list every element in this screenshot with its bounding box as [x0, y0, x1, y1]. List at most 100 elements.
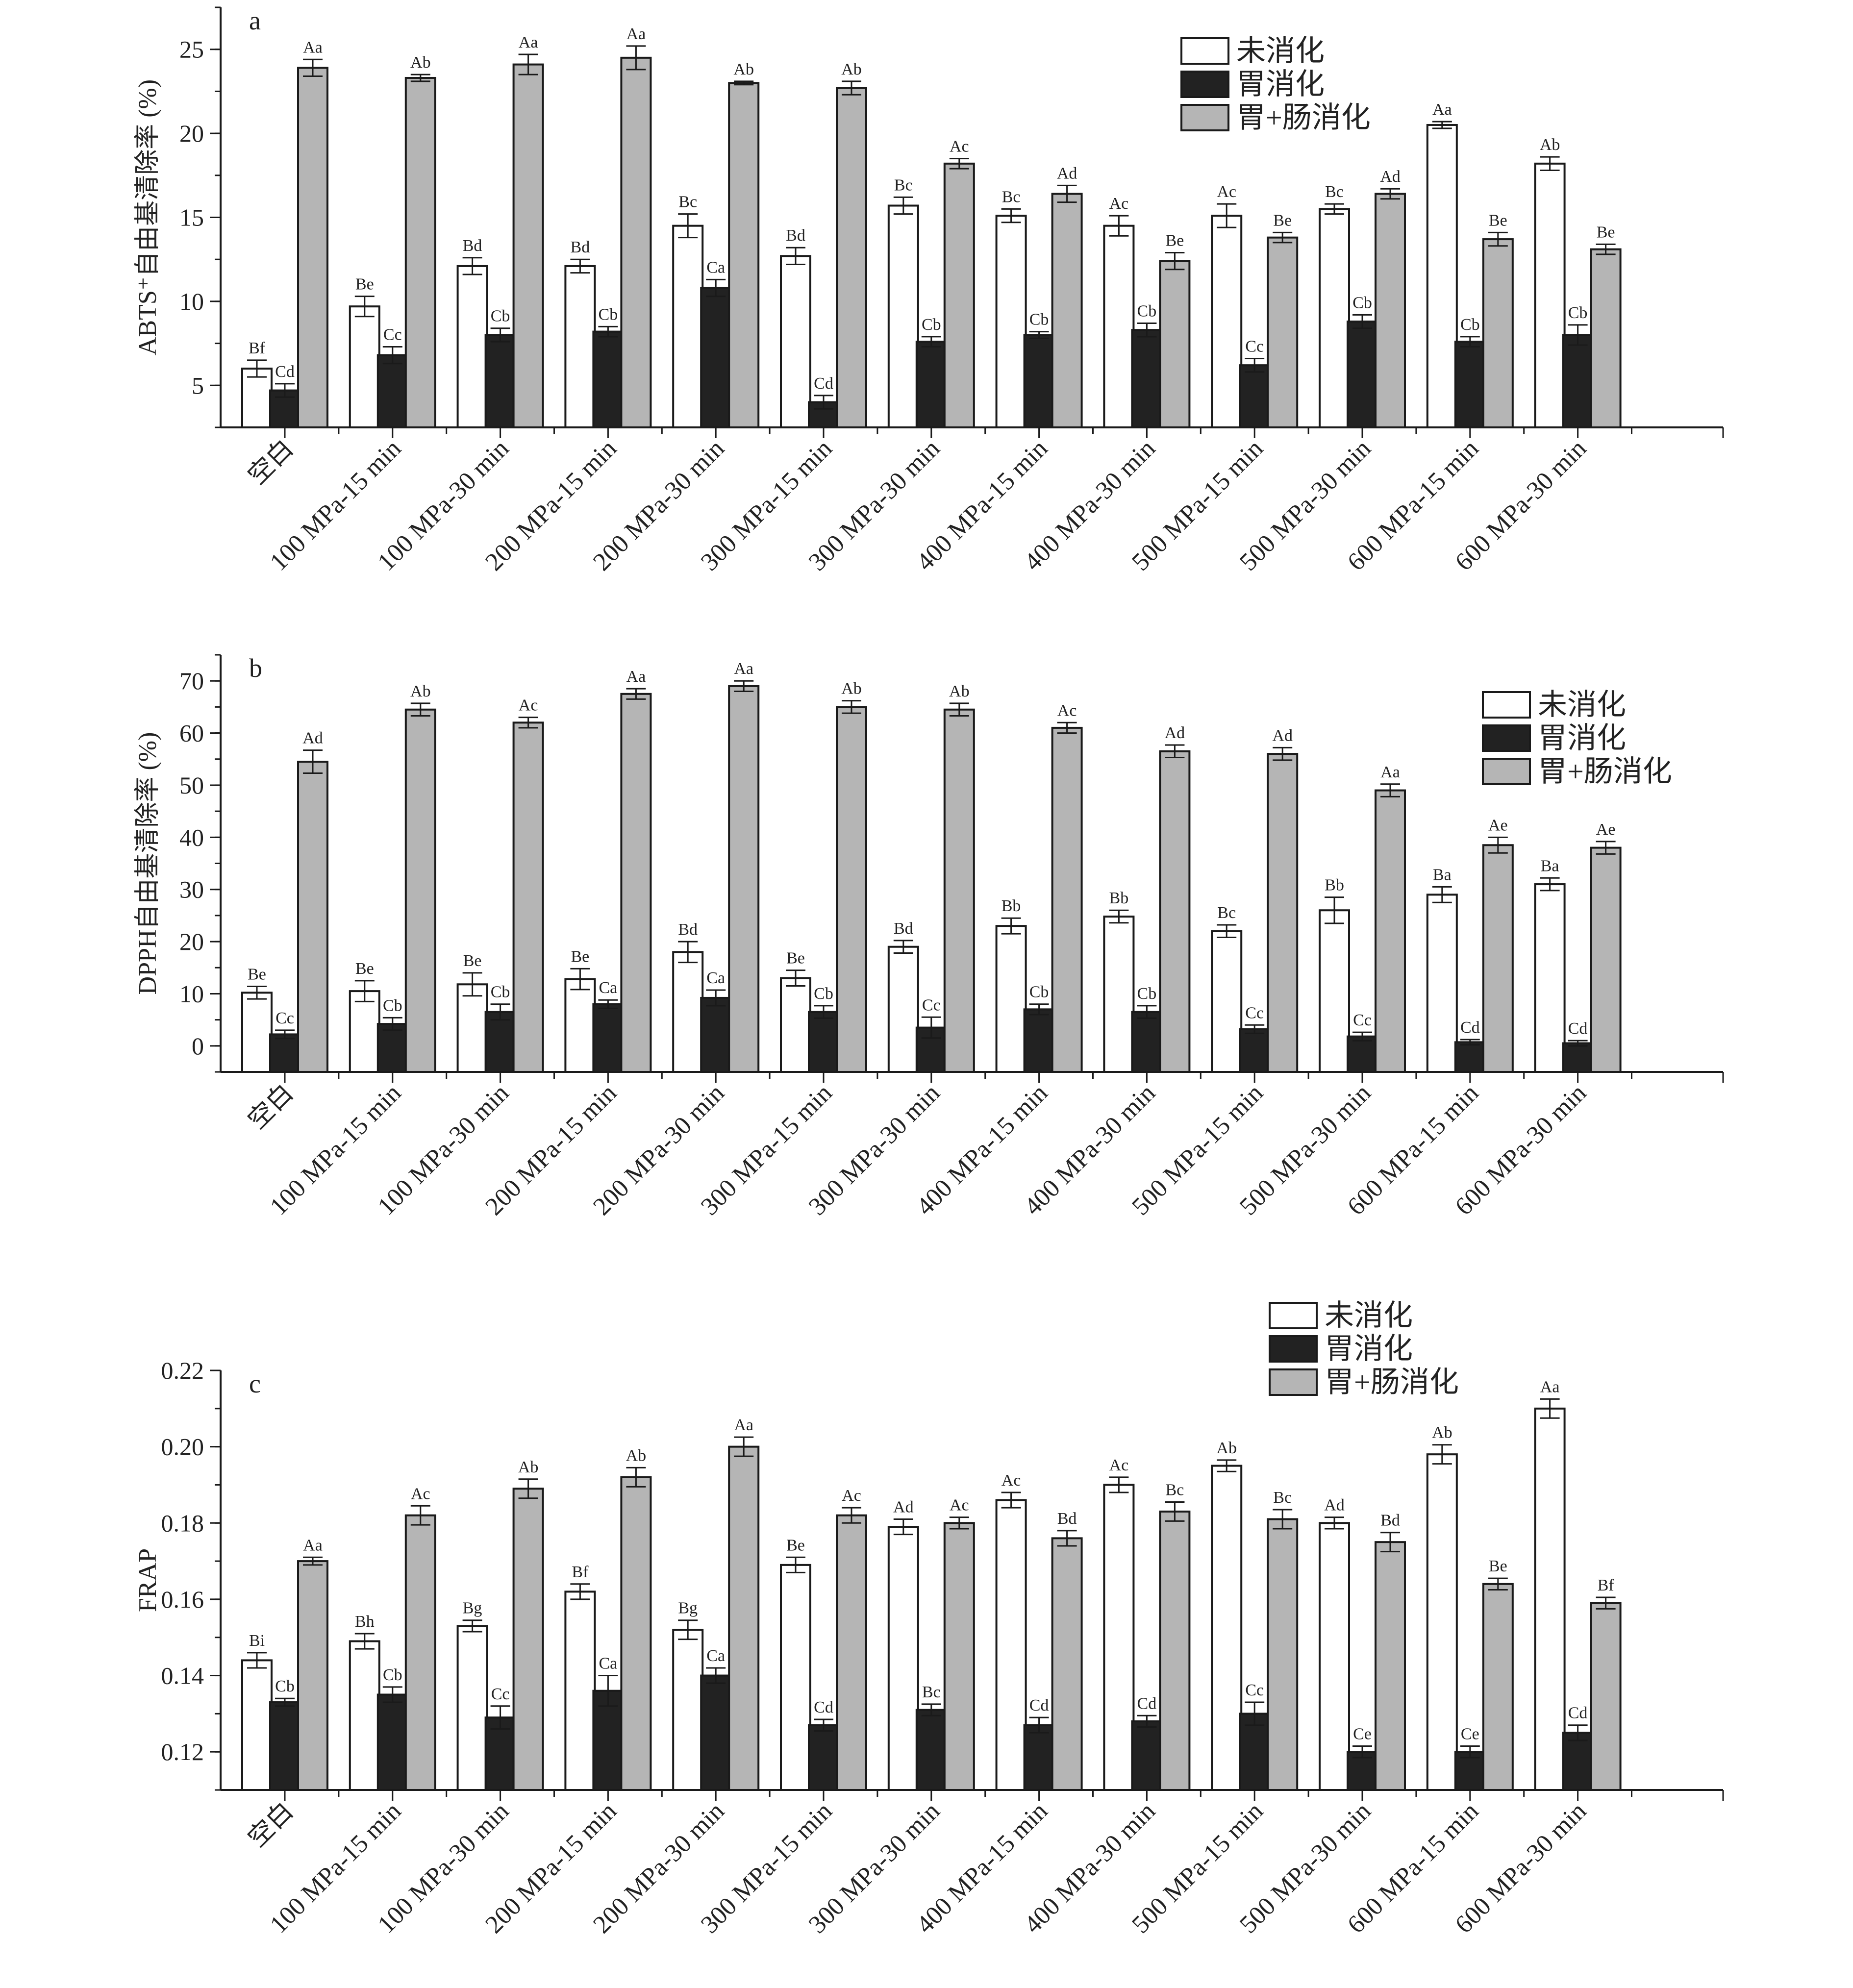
significance-label: Aa	[303, 1536, 323, 1554]
bar-3	[512, 721, 544, 1073]
bar-3	[943, 162, 975, 428]
y-tick-label: 60	[179, 720, 204, 747]
significance-label: Ab	[626, 1446, 647, 1465]
bar-3	[620, 693, 652, 1073]
significance-label: Aa	[626, 25, 646, 43]
bar-3	[1159, 1510, 1191, 1791]
significance-label: Ab	[733, 60, 754, 78]
significance-label: Cc	[922, 996, 941, 1014]
legend-swatch	[1180, 37, 1229, 65]
bar-1	[672, 224, 704, 428]
y-tick-label: 0	[192, 1032, 204, 1060]
significance-label: Ab	[1432, 1424, 1452, 1442]
bar-1	[1426, 894, 1458, 1073]
bar-3	[512, 63, 544, 428]
y-tick-label: 20	[179, 928, 204, 955]
y-tick-label: 0.16	[161, 1586, 204, 1613]
bar-1	[564, 978, 596, 1073]
legend-label: 胃+肠消化	[1538, 755, 1672, 788]
bar-1	[349, 305, 380, 429]
bar-1	[1534, 1407, 1566, 1791]
significance-label: Be	[571, 947, 590, 966]
significance-label: Ac	[1217, 183, 1236, 201]
significance-label: Cb	[1029, 311, 1049, 329]
significance-label: Cc	[1245, 1004, 1264, 1022]
significance-label: Ad	[302, 729, 323, 747]
y-tick-label: 50	[179, 771, 204, 799]
significance-label: Cd	[814, 1698, 833, 1716]
significance-label: Cb	[491, 983, 510, 1001]
legend-label: 胃消化	[1538, 722, 1626, 754]
y-tick-label: 25	[179, 36, 204, 63]
significance-label: Ac	[950, 1496, 969, 1515]
significance-label: Ab	[841, 680, 862, 698]
bar-3	[1159, 750, 1191, 1073]
significance-label: Bb	[1325, 876, 1344, 895]
bar-3	[1267, 1518, 1299, 1791]
significance-label: Bd	[678, 920, 698, 939]
bar-3	[728, 685, 760, 1073]
significance-label: Bd	[1380, 1512, 1400, 1530]
bar-1	[1319, 909, 1350, 1073]
significance-label: Ad	[1324, 1496, 1345, 1515]
significance-label: Ce	[1353, 1725, 1372, 1743]
significance-label: Cd	[814, 374, 833, 393]
y-tick-label: 20	[179, 120, 204, 147]
significance-label: Be	[1489, 211, 1507, 229]
significance-label: Be	[786, 1536, 805, 1554]
bar-3	[620, 1476, 652, 1791]
significance-label: Cb	[814, 985, 833, 1003]
bar-3	[297, 761, 328, 1073]
bar-2	[700, 996, 732, 1073]
panel-letter: a	[249, 6, 261, 35]
bar-2	[484, 334, 516, 429]
legend-swatch	[1482, 691, 1531, 719]
bar-2	[1347, 1035, 1378, 1073]
y-tick-label: 0.12	[161, 1738, 204, 1765]
bar-3	[297, 1560, 328, 1791]
bar-1	[456, 265, 488, 428]
bar-1	[1103, 224, 1135, 428]
bar-3	[1375, 789, 1406, 1073]
significance-label: Bd	[463, 237, 482, 255]
significance-label: Be	[1489, 1557, 1507, 1575]
bar-1	[780, 255, 811, 428]
significance-label: Aa	[734, 1416, 753, 1434]
bar-3	[404, 708, 436, 1073]
significance-label: Bc	[1217, 904, 1236, 922]
significance-label: Ae	[1596, 820, 1616, 839]
bar-3	[1267, 753, 1299, 1073]
bar-2	[1454, 1041, 1486, 1073]
significance-label: Ca	[706, 1647, 725, 1665]
bar-1	[995, 1499, 1027, 1791]
legend-swatch	[1180, 71, 1229, 98]
significance-label: Bd	[571, 238, 590, 256]
bar-2	[915, 1709, 947, 1791]
bar-1	[780, 977, 811, 1073]
bar-1	[456, 1625, 488, 1791]
significance-label: Cb	[383, 996, 402, 1015]
bar-2	[1562, 1042, 1594, 1073]
bar-2	[700, 1674, 732, 1791]
significance-label: Aa	[626, 668, 646, 686]
bar-1	[241, 1659, 273, 1791]
significance-label: Bd	[1057, 1510, 1077, 1528]
significance-label: Ab	[1540, 136, 1560, 154]
x-tick-label: 空白	[243, 1797, 299, 1853]
significance-label: Aa	[734, 660, 753, 678]
significance-label: Cc	[491, 1685, 510, 1703]
bar-2	[1023, 1724, 1055, 1791]
bar-2	[808, 1011, 839, 1073]
bar-2	[1239, 364, 1271, 428]
bar-1	[672, 951, 704, 1073]
significance-label: Bh	[355, 1613, 375, 1631]
significance-label: Cd	[1137, 1694, 1157, 1713]
bar-3	[1051, 193, 1083, 428]
y-axis-title: FRAP	[134, 1548, 162, 1612]
significance-label: Ac	[950, 138, 969, 156]
significance-label: Ac	[411, 1485, 430, 1503]
significance-label: Cb	[383, 1666, 402, 1684]
bar-3	[404, 1514, 436, 1791]
